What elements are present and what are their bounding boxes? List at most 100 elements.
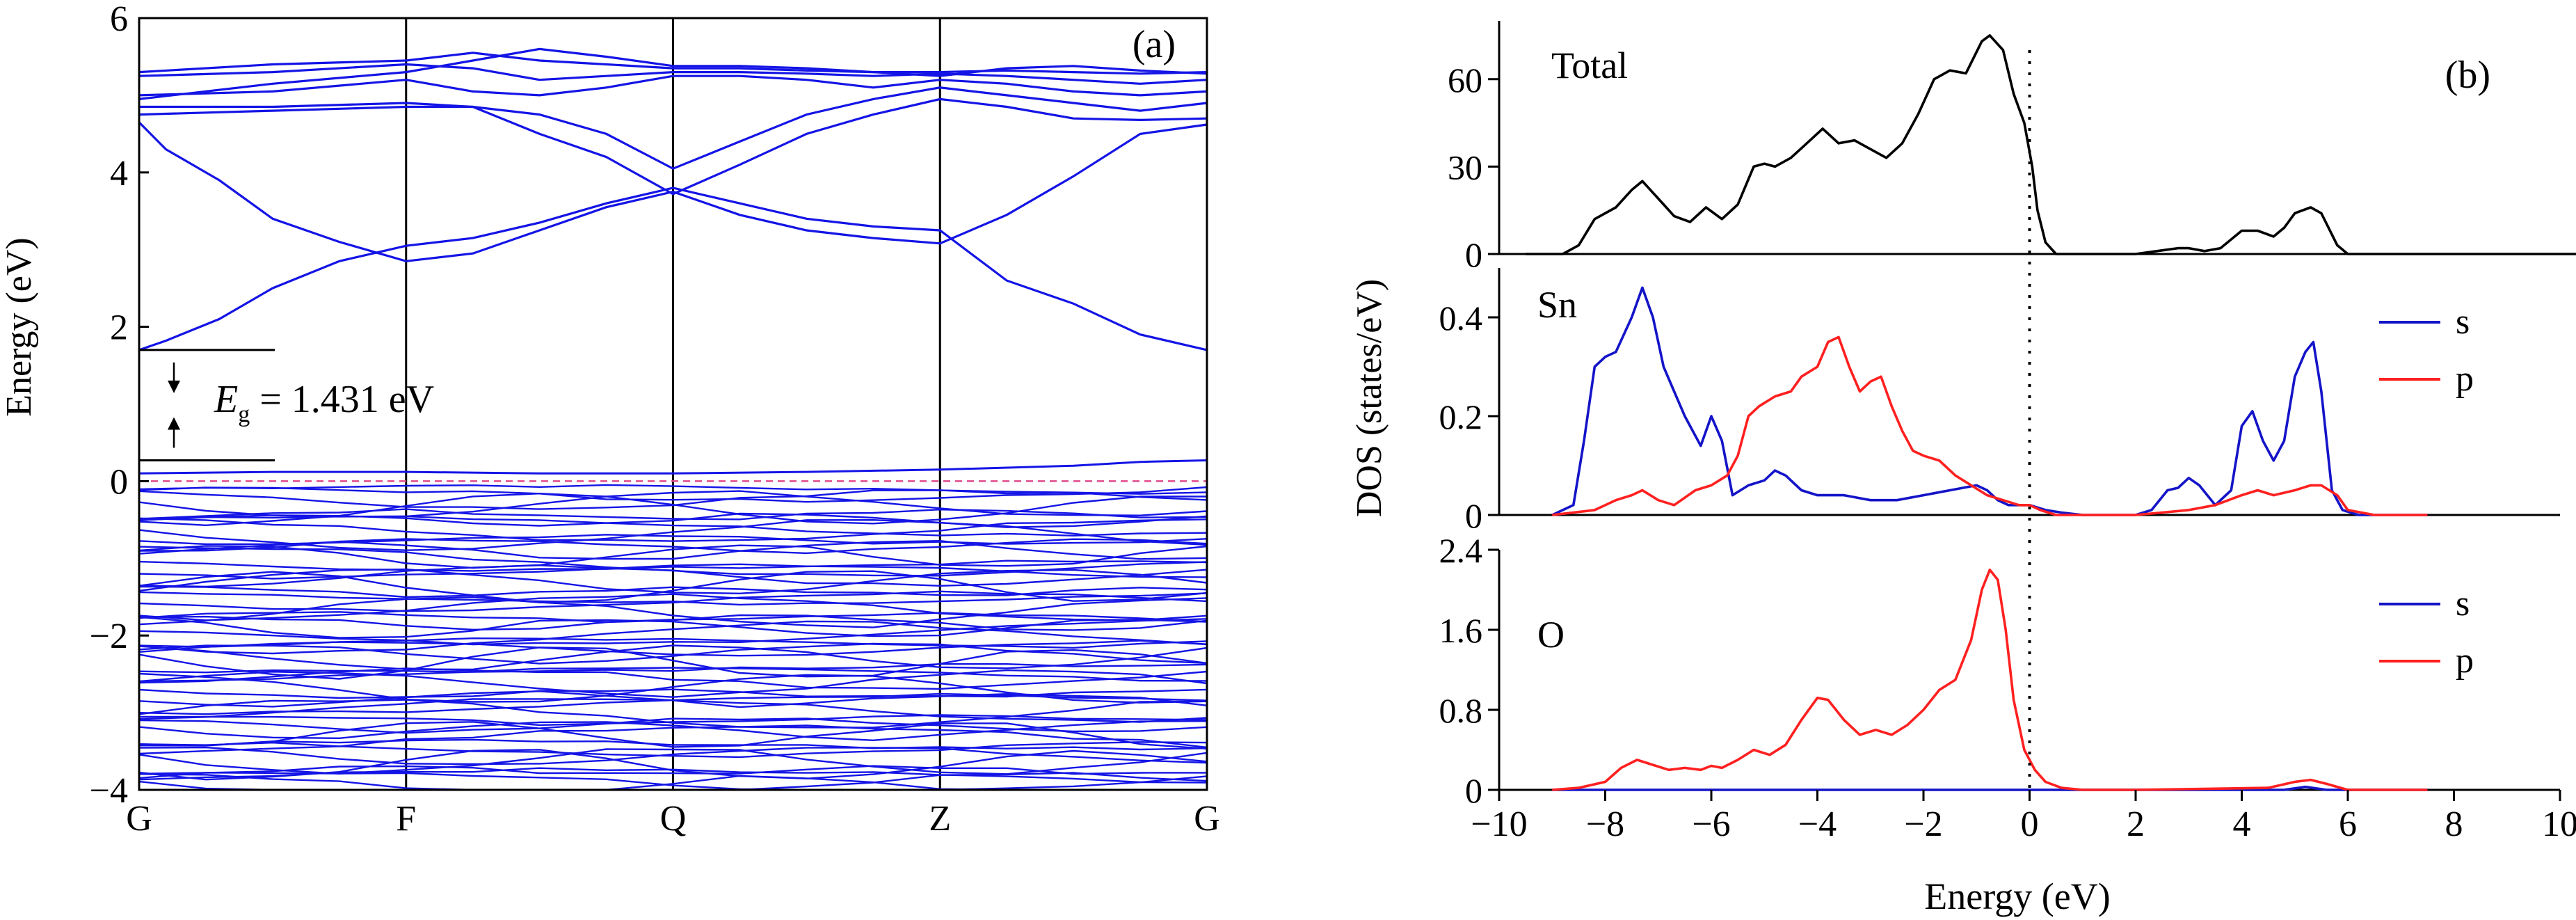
x-tick-label: 8 xyxy=(2445,804,2463,844)
band-gap-annotation xyxy=(139,349,275,461)
valence-band-line xyxy=(138,508,1208,521)
x-tick-label: −2 xyxy=(1904,804,1942,844)
x-tick-label: 6 xyxy=(2339,804,2357,844)
valence-band-line xyxy=(138,614,1208,631)
valence-band-line xyxy=(138,772,1208,791)
valence-band-line xyxy=(138,590,1208,612)
x-ticks: −10 −8 −6 −4 −2 0 2 4 6 8 10 xyxy=(1471,790,2576,844)
panel-label: (b) xyxy=(2445,54,2490,97)
valence-band-line xyxy=(138,570,1208,603)
plot-frame xyxy=(138,17,1208,791)
valence-band-line xyxy=(138,515,1208,537)
y-tick-label: 0.2 xyxy=(1439,397,1483,436)
valence-band-line xyxy=(138,669,1208,698)
y-tick-label: −4 xyxy=(90,771,128,811)
valence-band-line xyxy=(138,512,1208,528)
valence-band-line xyxy=(138,765,1208,775)
valence-band-line xyxy=(138,717,1208,734)
valence-band-line xyxy=(138,486,1208,503)
valence-band-line xyxy=(138,738,1208,751)
y-axis-label: DOS (states/eV) xyxy=(1350,279,1389,517)
valence-band-line xyxy=(139,714,1208,727)
legend-label: s xyxy=(2456,584,2470,624)
x-tick-label: 10 xyxy=(2542,804,2576,844)
band-structure-panel: 6 4 2 0 −2 −4 G F Q Z G Energy (eV) (a) Eg = 1.43… xyxy=(0,0,1220,839)
y-tick-label: 0 xyxy=(1465,771,1482,810)
y-tick-label: 2 xyxy=(110,308,128,348)
valence-band-line xyxy=(138,591,1208,606)
y-axis-label: Energy (eV) xyxy=(0,237,39,417)
dos-curve xyxy=(1552,335,2428,516)
y-tick-label: 60 xyxy=(1448,61,1482,100)
kpoint-label: F xyxy=(396,799,416,839)
x-tick-label: −10 xyxy=(1471,804,1527,844)
conduction-band-line xyxy=(138,187,1208,351)
x-tick-label: 2 xyxy=(2127,804,2145,844)
valence-band-line xyxy=(138,596,1208,628)
y-ticks: 6 4 2 0 −2 −4 xyxy=(90,0,149,811)
gap-arrow-up-head xyxy=(168,417,180,430)
gap-symbol: E xyxy=(214,378,238,421)
valence-band-line xyxy=(138,518,1208,551)
kpoint-label: Z xyxy=(929,799,951,839)
kpoint-label: Q xyxy=(660,799,687,839)
y-tick-label: 30 xyxy=(1448,148,1482,187)
y-tick-label: 2.4 xyxy=(1439,531,1483,570)
conduction-band-line xyxy=(138,63,1208,85)
x-tick-label: −4 xyxy=(1798,804,1837,844)
kpoint-label: G xyxy=(1194,799,1220,839)
subplot-label-total: Total xyxy=(1551,45,1628,86)
valence-band-line xyxy=(138,563,1208,580)
valence-band-line xyxy=(138,517,1208,542)
valence-band-line xyxy=(138,748,1208,775)
y-tick-label: 0 xyxy=(1465,235,1482,274)
valence-bands xyxy=(138,459,1208,791)
x-tick-label: 4 xyxy=(2233,804,2251,844)
dos-curve xyxy=(1551,286,2428,516)
kpoint-label: G xyxy=(126,799,152,839)
valence-band-line xyxy=(138,724,1208,755)
legend-label: s xyxy=(2456,302,2470,342)
band-gap-label: Eg = 1.431 eV xyxy=(214,378,434,427)
x-tick-label: −8 xyxy=(1586,804,1624,844)
y-tick-label: 6 xyxy=(110,0,128,39)
valence-band-maximum-line xyxy=(138,459,1208,475)
valence-band-line xyxy=(138,698,1208,723)
dos-curve xyxy=(1526,34,2576,255)
conduction-band-line xyxy=(138,47,1208,100)
gap-subscript: g xyxy=(238,402,250,427)
subplot-label-sn: Sn xyxy=(1537,284,1577,326)
y-tick-label: 0 xyxy=(1465,496,1482,535)
valence-band-line xyxy=(138,663,1208,674)
gap-value: = 1.431 eV xyxy=(250,378,434,421)
valence-band-line xyxy=(138,667,1208,683)
valence-band-line xyxy=(138,720,1208,742)
y-tick-label: 1.6 xyxy=(1439,611,1483,650)
valence-band-line xyxy=(138,741,1208,759)
x-tick-label: −6 xyxy=(1692,804,1730,844)
dos-curve xyxy=(1552,785,2428,791)
subplot-label-o: O xyxy=(1537,614,1565,656)
valence-band-line xyxy=(138,647,1208,680)
valence-band-line xyxy=(138,640,1208,657)
conduction-band-line xyxy=(138,74,1208,97)
valence-band-line xyxy=(138,644,1208,671)
y-tick-label: 0 xyxy=(110,462,128,502)
y-tick-label: 4 xyxy=(110,154,128,193)
valence-band-line xyxy=(138,484,1208,495)
valence-band-line xyxy=(138,721,1208,750)
valence-band-line xyxy=(138,544,1208,569)
dos-subplot: 0 0.2 0.4 sp xyxy=(1439,268,2560,535)
valence-band-line xyxy=(138,568,1208,595)
legend-label: p xyxy=(2456,359,2474,399)
panel-label: (a) xyxy=(1133,23,1176,66)
x-tick-label: 0 xyxy=(2021,804,2039,844)
valence-band-line xyxy=(138,539,1208,560)
conduction-band-line xyxy=(139,86,1208,170)
conduction-bands xyxy=(138,47,1208,351)
conduction-band-line xyxy=(138,51,1208,75)
